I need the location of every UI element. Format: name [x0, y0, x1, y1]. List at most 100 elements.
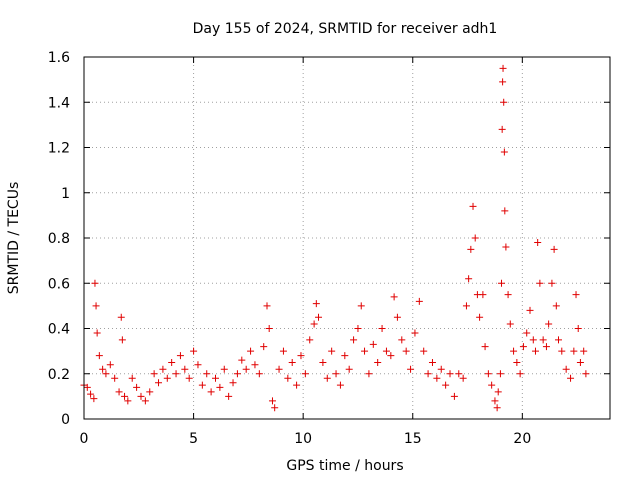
data-point	[345, 365, 353, 373]
data-point	[523, 329, 531, 337]
data-point	[504, 291, 512, 299]
data-point	[350, 336, 358, 344]
data-point	[150, 370, 158, 378]
data-point	[374, 358, 382, 366]
data-point	[233, 370, 241, 378]
y-tick-label: 1.2	[48, 141, 70, 157]
data-point	[315, 313, 323, 321]
data-point	[491, 397, 499, 405]
data-point	[159, 365, 167, 373]
data-point	[146, 388, 154, 396]
data-point	[465, 275, 473, 283]
data-point	[207, 388, 215, 396]
data-point	[336, 381, 344, 389]
data-point	[102, 370, 110, 378]
data-point	[506, 320, 514, 328]
data-point	[378, 325, 386, 332]
data-point	[467, 245, 475, 253]
data-point	[212, 374, 219, 382]
data-point	[133, 383, 141, 391]
data-point	[424, 370, 432, 378]
x-tick-label: 0	[80, 431, 89, 447]
data-point	[106, 361, 114, 369]
data-point	[534, 239, 542, 247]
data-point	[420, 347, 428, 355]
data-point	[229, 379, 237, 387]
data-point	[83, 383, 91, 391]
data-point	[437, 365, 445, 373]
x-tick-label: 10	[294, 431, 312, 447]
data-point	[297, 352, 305, 360]
data-point	[398, 336, 406, 344]
data-point	[137, 392, 145, 400]
data-point	[265, 325, 273, 332]
data-point	[87, 390, 95, 398]
data-point	[498, 279, 506, 287]
data-point	[539, 336, 547, 344]
data-point	[181, 365, 189, 373]
data-point	[494, 388, 502, 396]
data-point	[268, 397, 276, 405]
data-point	[369, 340, 377, 348]
data-point	[446, 370, 454, 378]
data-point	[462, 302, 470, 310]
data-point	[115, 388, 123, 396]
data-point	[550, 245, 558, 253]
data-point	[306, 336, 314, 344]
data-point	[572, 291, 580, 299]
data-point	[499, 78, 507, 86]
data-point	[263, 302, 271, 310]
data-point	[168, 358, 176, 366]
data-points	[80, 64, 590, 412]
data-point	[459, 374, 467, 382]
data-point	[542, 343, 550, 351]
data-point	[203, 370, 211, 378]
data-point	[251, 361, 259, 369]
y-tick-label: 0.6	[48, 276, 70, 292]
data-point	[570, 347, 578, 355]
data-point	[128, 374, 136, 382]
data-point	[390, 293, 398, 301]
data-point	[382, 347, 390, 355]
data-point	[499, 64, 507, 72]
data-point	[357, 302, 365, 310]
data-point	[93, 329, 101, 337]
data-point	[99, 365, 107, 373]
y-tick-label: 1.4	[48, 95, 70, 111]
data-point	[365, 370, 373, 378]
data-point	[407, 365, 415, 373]
data-point	[393, 313, 401, 321]
data-point	[312, 300, 320, 308]
data-point	[275, 365, 283, 373]
data-point	[111, 374, 119, 382]
x-axis-label: GPS time / hours	[286, 458, 403, 474]
data-point	[328, 347, 336, 355]
data-point	[501, 207, 509, 215]
data-point	[185, 374, 193, 382]
data-point	[580, 347, 588, 355]
data-point	[95, 352, 103, 360]
data-point	[163, 374, 171, 382]
data-point	[536, 279, 544, 287]
data-point	[216, 383, 224, 391]
data-point	[513, 358, 521, 366]
data-point	[516, 370, 524, 378]
data-point	[332, 370, 340, 378]
data-point	[582, 370, 590, 378]
data-point	[531, 347, 539, 355]
y-tick-label: 0.2	[48, 367, 70, 383]
data-point	[172, 370, 180, 378]
data-point	[545, 320, 553, 328]
data-point	[271, 404, 279, 412]
y-tick-label: 1	[61, 186, 70, 202]
x-tick-label: 20	[513, 431, 531, 447]
axes: 0 0.2 0.4 0.6 0.8 1 1.2 1.4 1.6 0 5 10 15 20	[48, 50, 610, 447]
data-point	[354, 325, 362, 332]
data-point	[415, 297, 423, 305]
data-point	[471, 234, 479, 242]
data-point	[117, 313, 125, 321]
data-point	[402, 347, 410, 355]
data-point	[220, 365, 228, 373]
data-point	[319, 358, 327, 366]
data-point	[118, 336, 126, 344]
